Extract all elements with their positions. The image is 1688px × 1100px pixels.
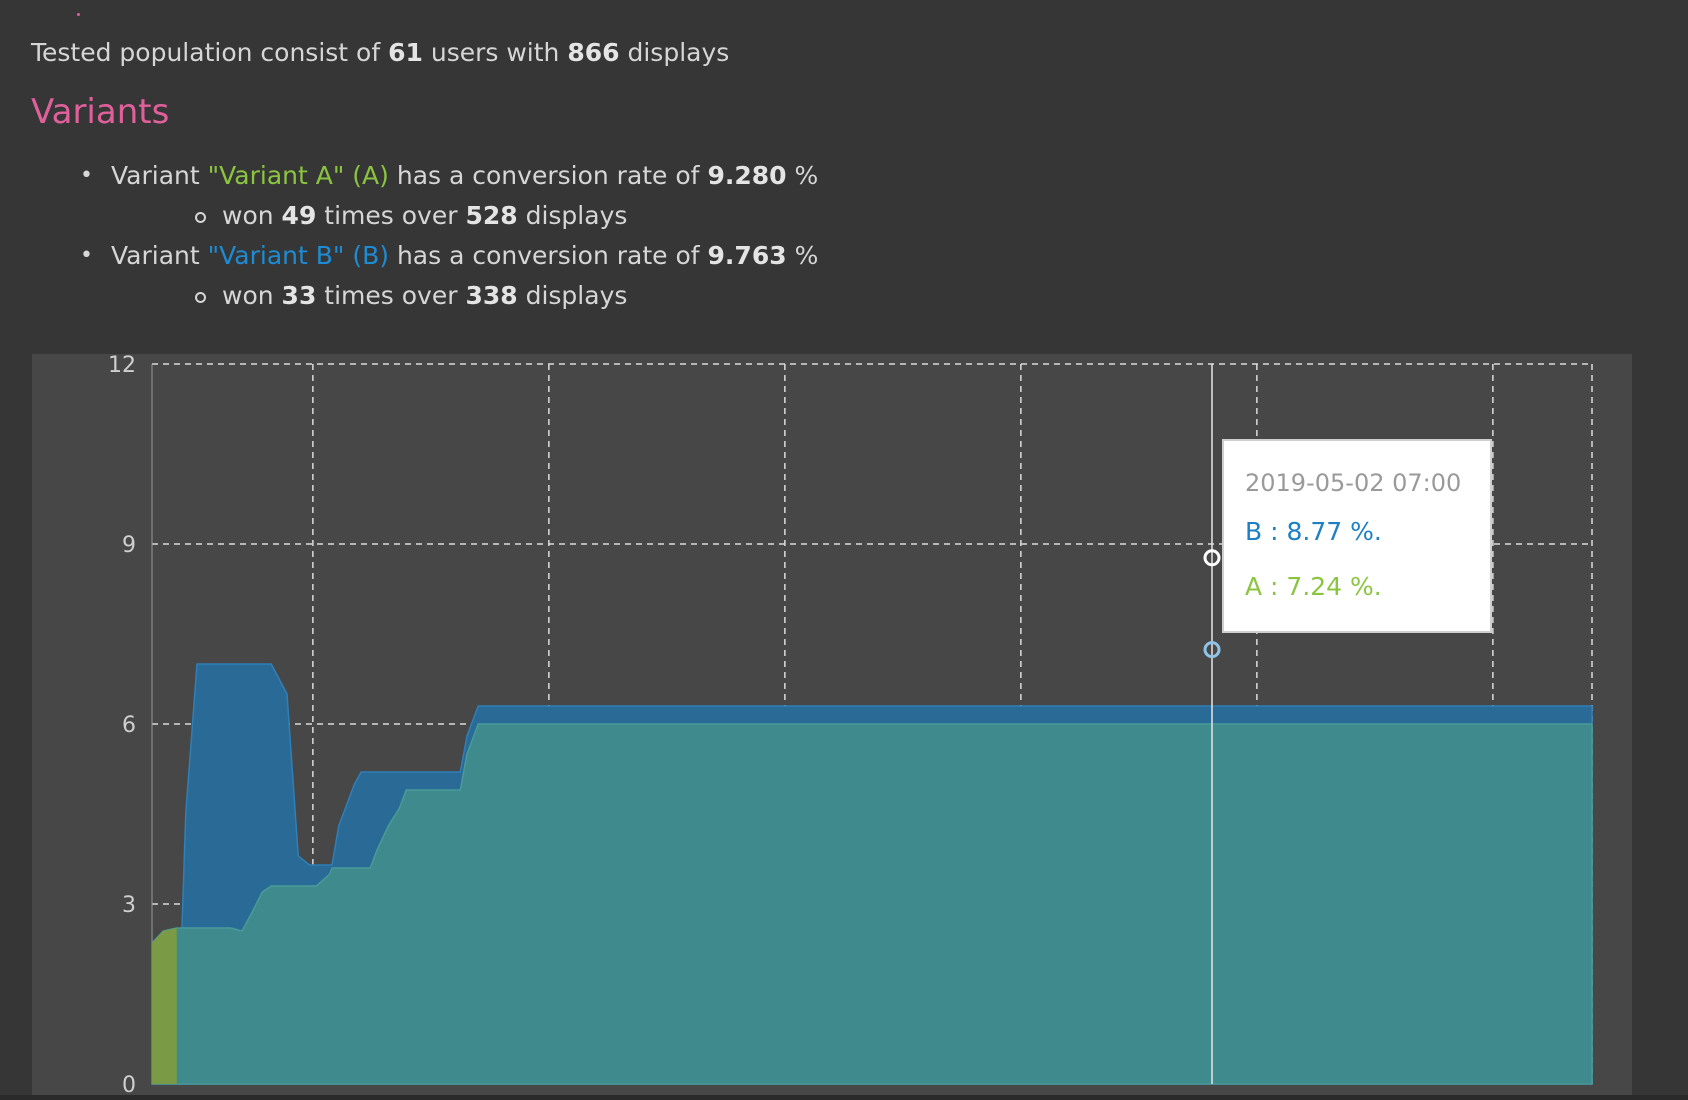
variant-item-a: Variant "Variant A" (A) has a conversion… xyxy=(80,156,818,236)
won-prefix: won xyxy=(222,201,274,230)
won-count-b: 33 xyxy=(281,281,317,310)
decorative-dot xyxy=(77,13,80,16)
variant-name-a: "Variant A" (A) xyxy=(207,161,389,190)
variants-heading: Variants xyxy=(31,92,170,132)
y-tick-label: 0 xyxy=(122,1073,136,1098)
chart-svg[interactable]: 0 3 6 9 12 xyxy=(32,354,1632,1100)
won-mid: times over xyxy=(324,281,458,310)
area-series-a xyxy=(151,723,1593,1085)
tooltip-a-value: A : 7.24 %. xyxy=(1245,572,1382,601)
variant-item-b: Variant "Variant B" (B) has a conversion… xyxy=(80,236,818,316)
displays-count-a: 528 xyxy=(465,201,518,230)
variant-b-won-line: won 33 times over 338 displays xyxy=(191,276,818,316)
summary-prefix: Tested population consist of xyxy=(31,38,381,67)
won-count-a: 49 xyxy=(281,201,317,230)
variant-b-details: won 33 times over 338 displays xyxy=(111,276,818,316)
won-mid: times over xyxy=(324,201,458,230)
percent-sign: % xyxy=(794,161,819,190)
variant-rate-text: has a conversion rate of xyxy=(396,161,700,190)
hover-point-b xyxy=(1203,549,1221,567)
tooltip-time: 2019-05-02 07:00 xyxy=(1245,469,1462,497)
summary-users-word: users with xyxy=(430,38,560,67)
bottom-edge xyxy=(0,1095,1688,1100)
y-tick-label: 3 xyxy=(122,893,136,918)
variant-rate-b: 9.763 xyxy=(707,241,787,270)
displays-word: displays xyxy=(525,281,628,310)
variant-rate-a: 9.280 xyxy=(707,161,787,190)
hover-point-a xyxy=(1203,641,1221,659)
y-tick-label: 9 xyxy=(122,533,136,558)
won-prefix: won xyxy=(222,281,274,310)
variant-prefix: Variant xyxy=(111,161,200,190)
variants-list: Variant "Variant A" (A) has a conversion… xyxy=(80,156,818,316)
tooltip-b-value: B : 8.77 %. xyxy=(1245,517,1382,546)
chart-tooltip: 2019-05-02 07:00 B : 8.77 %. A : 7.24 %. xyxy=(1222,439,1492,633)
displays-word: displays xyxy=(525,201,628,230)
variant-a-won-line: won 49 times over 528 displays xyxy=(191,196,818,236)
percent-sign: % xyxy=(794,241,819,270)
displays-count: 866 xyxy=(567,38,620,67)
variant-rate-text: has a conversion rate of xyxy=(396,241,700,270)
area-series-a-lead xyxy=(152,928,177,1084)
y-tick-label: 12 xyxy=(108,354,136,378)
population-summary: Tested population consist of 61 users wi… xyxy=(31,38,729,67)
displays-count-b: 338 xyxy=(465,281,518,310)
variant-prefix: Variant xyxy=(111,241,200,270)
users-count: 61 xyxy=(388,38,423,67)
y-tick-label: 6 xyxy=(122,713,136,738)
summary-displays-word: displays xyxy=(627,38,730,67)
variant-name-b: "Variant B" (B) xyxy=(207,241,389,270)
variant-a-details: won 49 times over 528 displays xyxy=(111,196,818,236)
